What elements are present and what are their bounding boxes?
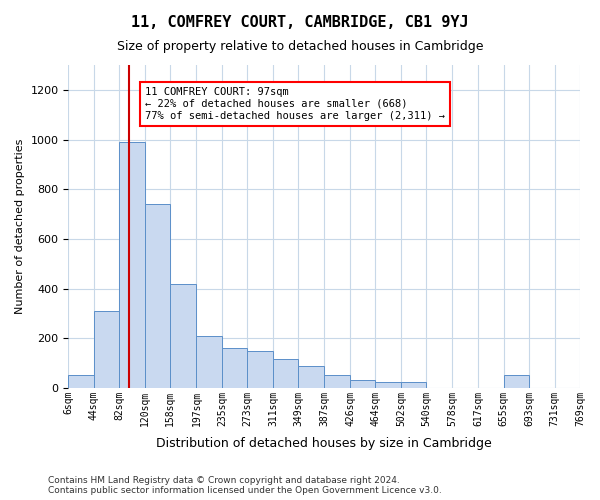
Bar (298, 366, 324, 388)
Bar (222, 348, 247, 388)
Bar (196, 336, 222, 388)
Bar (94, 311, 119, 388)
Y-axis label: Number of detached properties: Number of detached properties (15, 138, 25, 314)
Bar (376, 382, 401, 388)
Text: Contains HM Land Registry data © Crown copyright and database right 2024.
Contai: Contains HM Land Registry data © Crown c… (48, 476, 442, 495)
Bar (119, 142, 145, 388)
Bar (145, 204, 170, 388)
Bar (170, 284, 196, 388)
Text: Size of property relative to detached houses in Cambridge: Size of property relative to detached ho… (117, 40, 483, 53)
Bar (247, 350, 273, 388)
Text: 11 COMFREY COURT: 97sqm
← 22% of detached houses are smaller (668)
77% of semi-d: 11 COMFREY COURT: 97sqm ← 22% of detache… (145, 88, 445, 120)
X-axis label: Distribution of detached houses by size in Cambridge: Distribution of detached houses by size … (157, 437, 492, 450)
Bar (68, 376, 94, 388)
Bar (401, 382, 427, 388)
Bar (273, 360, 298, 388)
Bar (503, 376, 529, 388)
Bar (350, 380, 376, 388)
Bar (324, 376, 350, 388)
Text: 11, COMFREY COURT, CAMBRIDGE, CB1 9YJ: 11, COMFREY COURT, CAMBRIDGE, CB1 9YJ (131, 15, 469, 30)
